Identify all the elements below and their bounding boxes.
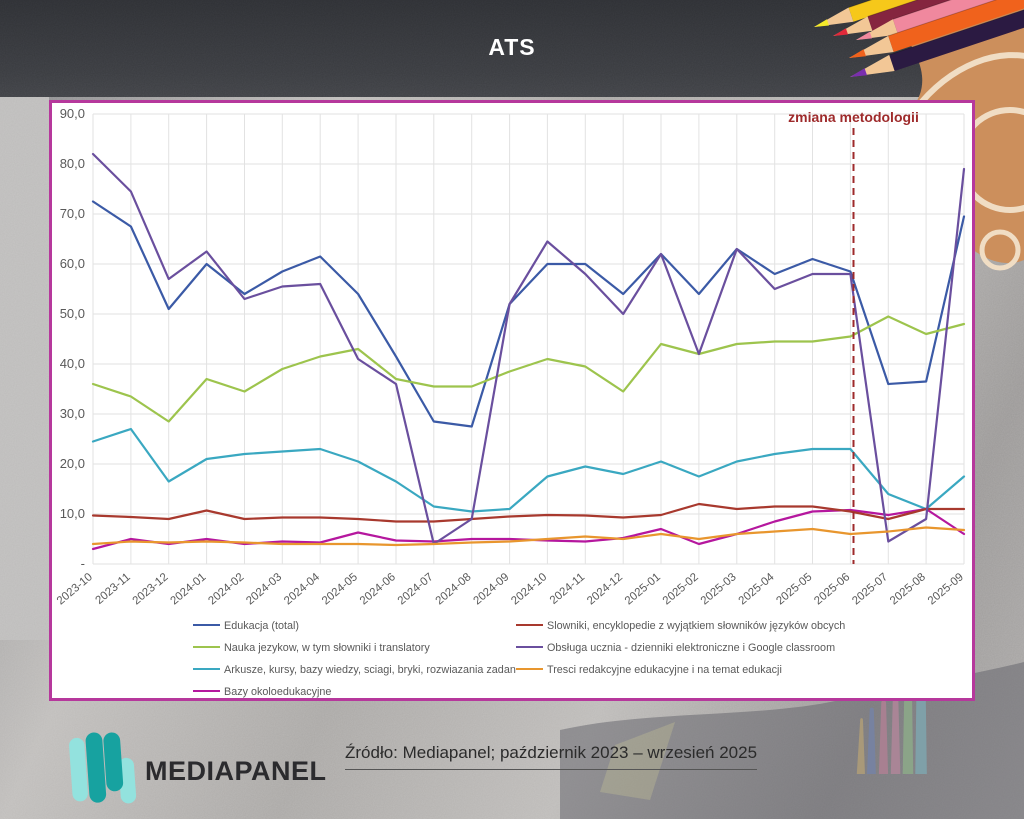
svg-text:MEDIAPANEL: MEDIAPANEL <box>145 756 327 786</box>
svg-text:2024-10: 2024-10 <box>509 571 549 607</box>
svg-text:2023-11: 2023-11 <box>93 571 132 607</box>
svg-text:Edukacja (total): Edukacja (total) <box>224 620 299 632</box>
svg-text:zmiana metodologii: zmiana metodologii <box>788 109 919 125</box>
svg-text:2025-07: 2025-07 <box>850 571 890 607</box>
svg-text:2025-02: 2025-02 <box>661 571 701 607</box>
svg-text:2025-06: 2025-06 <box>812 571 852 607</box>
svg-text:50,0: 50,0 <box>60 306 85 321</box>
svg-text:Obsługa ucznia - dzienniki ele: Obsługa ucznia - dzienniki elektroniczne… <box>547 642 835 654</box>
svg-text:2025-03: 2025-03 <box>699 571 739 607</box>
svg-text:2024-06: 2024-06 <box>358 571 398 607</box>
svg-text:-: - <box>81 556 85 571</box>
svg-text:60,0: 60,0 <box>60 256 85 271</box>
svg-text:90,0: 90,0 <box>60 106 85 121</box>
svg-text:2025-08: 2025-08 <box>888 571 928 607</box>
svg-text:Slowniki, encyklopedie z wyjąt: Slowniki, encyklopedie z wyjątkiem słown… <box>547 620 845 632</box>
svg-text:2025-09: 2025-09 <box>926 571 966 607</box>
svg-text:2024-05: 2024-05 <box>320 571 360 607</box>
svg-text:2024-01: 2024-01 <box>168 571 208 607</box>
svg-text:2024-07: 2024-07 <box>396 571 436 607</box>
svg-text:2025-01: 2025-01 <box>623 571 663 607</box>
svg-text:30,0: 30,0 <box>60 406 85 421</box>
svg-text:Arkusze, kursy, bazy wiedzy, s: Arkusze, kursy, bazy wiedzy, sciagi, bry… <box>224 664 516 676</box>
svg-text:2025-04: 2025-04 <box>737 571 778 608</box>
svg-text:2024-12: 2024-12 <box>585 571 625 607</box>
svg-text:Nauka jezykow, w tym słowniki: Nauka jezykow, w tym słowniki i translat… <box>224 642 430 654</box>
svg-text:2025-05: 2025-05 <box>774 571 814 607</box>
svg-text:2023-10: 2023-10 <box>55 571 95 607</box>
svg-text:2024-04: 2024-04 <box>282 571 323 608</box>
svg-text:2024-11: 2024-11 <box>548 571 587 607</box>
svg-text:2024-08: 2024-08 <box>434 571 474 607</box>
svg-text:Bazy okoloedukacyjne: Bazy okoloedukacyjne <box>224 686 331 698</box>
svg-text:80,0: 80,0 <box>60 156 85 171</box>
svg-text:2024-03: 2024-03 <box>244 571 284 607</box>
svg-text:2024-09: 2024-09 <box>471 571 511 607</box>
svg-text:40,0: 40,0 <box>60 356 85 371</box>
svg-text:20,0: 20,0 <box>60 456 85 471</box>
svg-text:2023-12: 2023-12 <box>131 571 171 607</box>
svg-text:2024-02: 2024-02 <box>206 571 246 607</box>
svg-text:Tresci redakcyjne edukacyjne i: Tresci redakcyjne edukacyjne i na temat … <box>547 664 782 676</box>
svg-text:10,0: 10,0 <box>60 506 85 521</box>
svg-text:70,0: 70,0 <box>60 206 85 221</box>
